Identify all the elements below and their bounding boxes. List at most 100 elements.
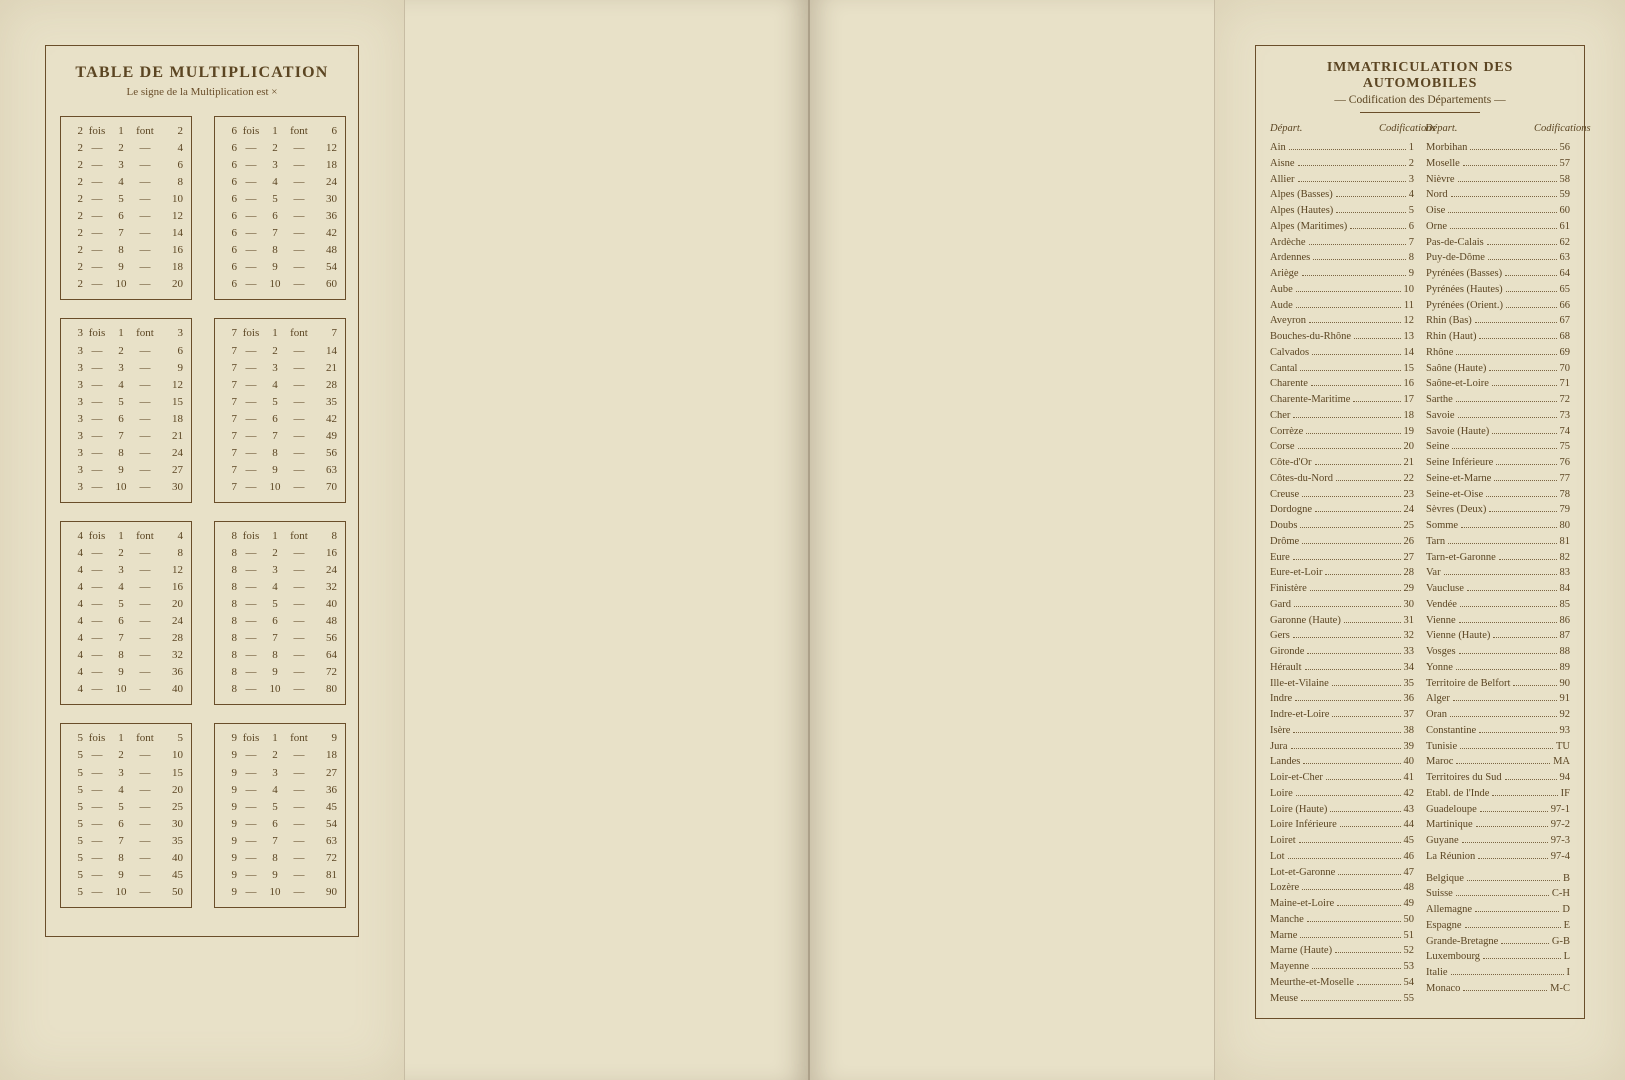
mult-row: 6—4—24 [223, 174, 337, 191]
dep-dots [1460, 748, 1553, 749]
dep-dots [1293, 559, 1401, 560]
dep-name: Rhin (Haut) [1426, 329, 1476, 345]
dep-row: Côte-d'Or21 [1270, 455, 1414, 471]
dep-dots [1312, 968, 1400, 969]
mult-box-5: 5fois1font55—2—105—3—155—4—205—5—255—6—3… [60, 723, 192, 907]
dep-dots [1299, 842, 1401, 843]
mult-row: 9—9—81 [223, 867, 337, 884]
dep-dots [1305, 669, 1401, 670]
dep-code: 56 [1560, 140, 1571, 156]
mult-row: 3—10—30 [69, 479, 183, 496]
dep-row: Constantine93 [1426, 723, 1570, 739]
dep-row: Loire (Haute)43 [1270, 802, 1414, 818]
book-spread: TABLE DE MULTIPLICATION Le signe de la M… [0, 0, 1625, 1080]
dep-code: 7 [1409, 235, 1414, 251]
dep-name: Luxembourg [1426, 949, 1480, 965]
dep-name: Alpes (Maritimes) [1270, 219, 1347, 235]
dep-row: Guadeloupe97-1 [1426, 802, 1570, 818]
mult-title: TABLE DE MULTIPLICATION [60, 64, 344, 82]
mult-row: 6—6—36 [223, 208, 337, 225]
dep-dots [1463, 990, 1547, 991]
dep-row: Rhin (Bas)67 [1426, 313, 1570, 329]
dep-dots [1302, 275, 1406, 276]
mult-row: 2fois1font2 [69, 123, 183, 140]
dep-row: Morbihan 56 [1426, 140, 1570, 156]
dep-code: M-C [1550, 981, 1570, 997]
dep-name: Maroc [1426, 754, 1453, 770]
mult-row: 4fois1font4 [69, 528, 183, 545]
dep-dots [1462, 842, 1548, 843]
dep-title: IMMATRICULATION DES AUTOMOBILES [1270, 60, 1570, 92]
dep-row: Oise60 [1426, 203, 1570, 219]
mult-row: 9—7—63 [223, 833, 337, 850]
dep-name: Lot [1270, 849, 1285, 865]
dep-code: 92 [1560, 707, 1571, 723]
dep-row: Cantal15 [1270, 361, 1414, 377]
dep-dots [1330, 811, 1400, 812]
multiplication-frame: TABLE DE MULTIPLICATION Le signe de la M… [45, 45, 359, 937]
dep-name: Sèvres (Deux) [1426, 502, 1486, 518]
dep-dots [1357, 984, 1401, 985]
dep-code: L [1564, 949, 1570, 965]
dep-name: Cher [1270, 408, 1290, 424]
dep-code: MA [1553, 754, 1570, 770]
dep-code: 52 [1404, 943, 1415, 959]
dep-name: Gironde [1270, 644, 1304, 660]
dep-dots [1315, 511, 1401, 512]
dep-name: Allier [1270, 172, 1295, 188]
dep-code: 70 [1560, 361, 1571, 377]
dep-dots [1456, 763, 1550, 764]
dep-row: Pyrénées (Hautes)65 [1426, 282, 1570, 298]
dep-code: 8 [1409, 250, 1414, 266]
dep-dots [1456, 895, 1549, 896]
dep-name: Vosges [1426, 644, 1456, 660]
dep-code: 23 [1404, 487, 1415, 503]
dep-row: Eure-et-Loir28 [1270, 565, 1414, 581]
mult-row: 3—6—18 [69, 411, 183, 428]
dep-dots [1448, 543, 1556, 544]
dep-name: La Réunion [1426, 849, 1475, 865]
mult-row: 9fois1font9 [223, 730, 337, 747]
dep-row: Nièvre58 [1426, 172, 1570, 188]
mult-grid: 2fois1font22—2—42—3—62—4—82—5—102—6—122—… [60, 116, 344, 926]
dep-row: Puy-de-Dôme63 [1426, 250, 1570, 266]
dep-code: 33 [1404, 644, 1415, 660]
dep-row: Aube10 [1270, 282, 1414, 298]
dep-dots [1487, 244, 1557, 245]
dep-code: 59 [1560, 187, 1571, 203]
dep-code: 65 [1560, 282, 1571, 298]
mult-row: 9—5—45 [223, 799, 337, 816]
mult-row: 4—7—28 [69, 630, 183, 647]
dep-dots [1306, 433, 1400, 434]
dep-row: TunisieTU [1426, 739, 1570, 755]
dep-row: Indre-et-Loire37 [1270, 707, 1414, 723]
dep-dots [1354, 338, 1400, 339]
mult-row: 9—3—27 [223, 765, 337, 782]
dep-dots [1289, 149, 1406, 150]
dep-dots [1307, 653, 1400, 654]
dep-code: 41 [1404, 770, 1415, 786]
dep-code: TU [1556, 739, 1570, 755]
dep-dots [1344, 622, 1401, 623]
dep-head-dep2: Départ. [1425, 123, 1534, 134]
dep-name: Yonne [1426, 660, 1453, 676]
page-right: IMMATRICULATION DES AUTOMOBILES — Codifi… [1215, 0, 1625, 1080]
dep-code: 44 [1404, 817, 1415, 833]
dep-name: Allemagne [1426, 902, 1472, 918]
dep-name: Guadeloupe [1426, 802, 1477, 818]
mult-row: 7—9—63 [223, 462, 337, 479]
dep-dots [1494, 480, 1556, 481]
dep-code: 40 [1404, 754, 1415, 770]
dep-code: 55 [1404, 991, 1415, 1007]
dep-row: Sèvres (Deux)79 [1426, 502, 1570, 518]
dep-name: Morbihan [1426, 140, 1467, 156]
dep-name: Suisse [1426, 886, 1453, 902]
dep-dots [1451, 196, 1557, 197]
dep-name: Dordogne [1270, 502, 1312, 518]
mult-row: 7—6—42 [223, 411, 337, 428]
dep-name: Savoie [1426, 408, 1455, 424]
dep-dots [1492, 795, 1557, 796]
dep-code: 97-3 [1551, 833, 1570, 849]
dep-dots [1486, 496, 1556, 497]
dep-row: Territoires du Sud94 [1426, 770, 1570, 786]
